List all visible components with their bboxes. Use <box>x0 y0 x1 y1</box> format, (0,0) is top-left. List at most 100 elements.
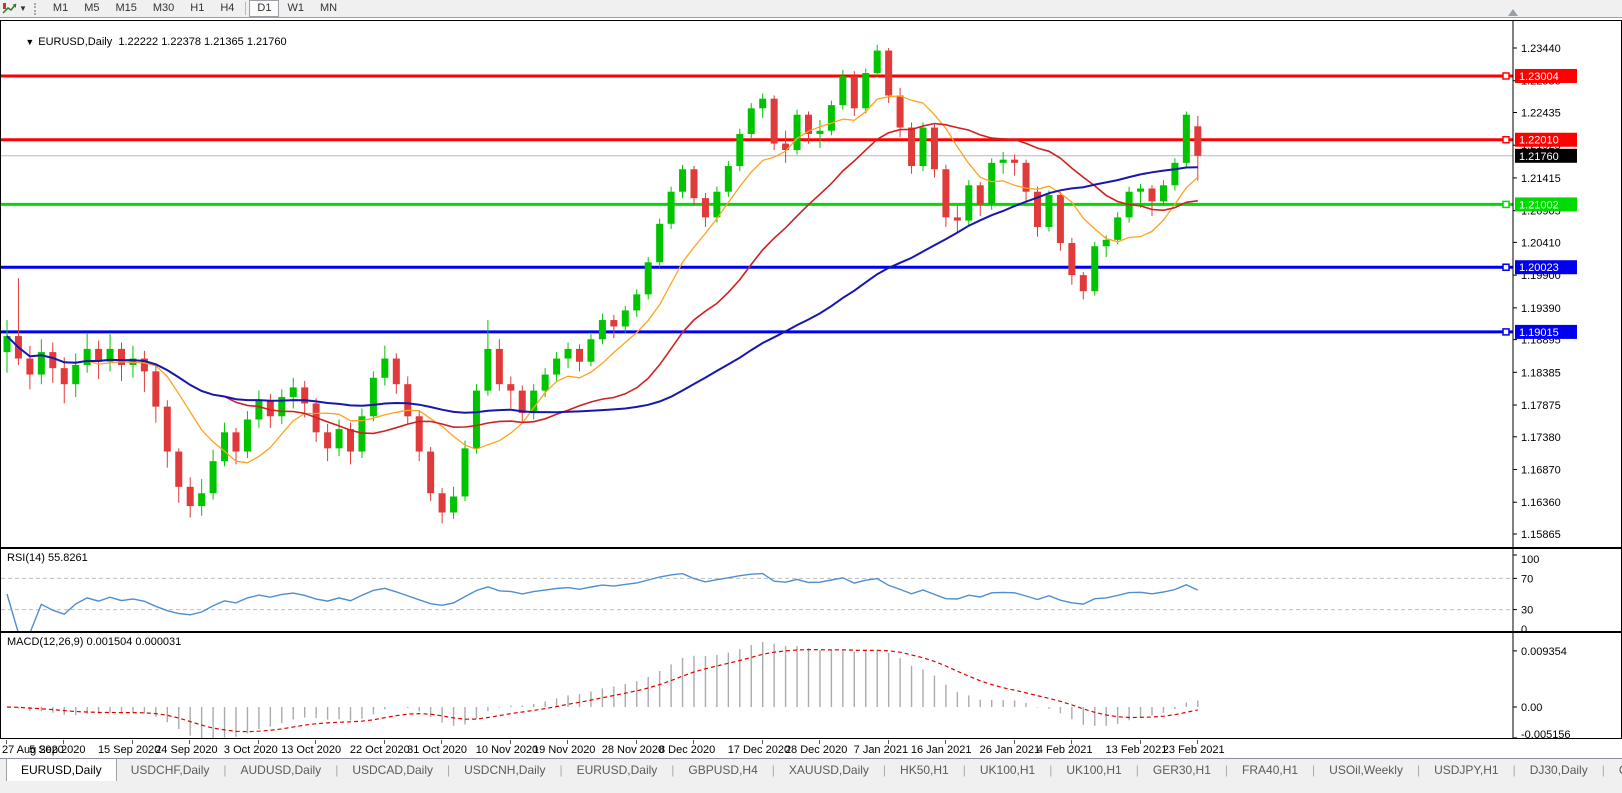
rsi-indicator-panel[interactable]: RSI(14) 55.8261 100 70 30 0 <box>1 547 1621 631</box>
tab-eurusd-daily[interactable]: EURUSD,Daily <box>576 763 658 777</box>
date-label: 16 Jan 2021 <box>910 744 972 756</box>
axis-label: 70 <box>1521 573 1533 585</box>
candle <box>1171 162 1179 186</box>
axis-label: 1.20410 <box>1521 237 1561 249</box>
timeframe-button-d1[interactable]: D1 <box>249 0 280 17</box>
scroll-to-end-icon[interactable] <box>1508 9 1518 16</box>
timeframe-button-m15[interactable]: M15 <box>115 2 137 14</box>
axis-label: 0.00 <box>1521 702 1542 714</box>
timeframe-button-h1[interactable]: H1 <box>190 2 205 14</box>
svg-text:1.23004: 1.23004 <box>1519 71 1559 83</box>
tab-separator: | <box>1135 763 1139 777</box>
hline-endpoint-handle[interactable] <box>1502 200 1510 209</box>
hline-endpoint-handle[interactable] <box>1502 135 1510 144</box>
tab-separator: | <box>1312 763 1316 777</box>
panel-canvas[interactable]: 1.234401.229301.224351.219251.214151.209… <box>1 21 1621 547</box>
candle <box>850 76 858 109</box>
chart-shift-icon[interactable] <box>2 2 18 15</box>
price-badge: 1.19015 <box>1515 324 1577 339</box>
candle <box>530 390 538 414</box>
tab-separator: | <box>559 763 563 777</box>
hline-endpoint-handle[interactable] <box>1502 263 1510 271</box>
candle <box>667 191 675 224</box>
candle <box>518 390 526 414</box>
candle <box>232 432 240 452</box>
tab-xauusd-daily[interactable]: XAUUSD,Daily <box>788 763 869 777</box>
tab-usoil-weekly[interactable]: USOil,Weekly <box>1329 763 1403 777</box>
candle <box>37 352 45 375</box>
candle <box>404 384 412 417</box>
hline-endpoint-handle[interactable] <box>1502 72 1510 80</box>
price-badge: 1.23004 <box>1515 68 1577 83</box>
tab-usdjpy-h1[interactable]: USDJPY,H1 <box>1434 763 1499 777</box>
tab-usdcnh-daily[interactable]: USDCNH,Daily <box>464 763 546 777</box>
panel-canvas[interactable]: 100 70 30 0 <box>1 549 1621 631</box>
chart-ohlc-header: ▼ EURUSD,Daily 1.22222 1.22378 1.21365 1.… <box>7 24 286 60</box>
timeframe-button-m1[interactable]: M1 <box>52 2 69 14</box>
date-label: 22 Oct 2020 <box>349 744 410 756</box>
axis-label: 1.16870 <box>1521 465 1561 477</box>
price-badge: 1.21002 <box>1515 197 1577 212</box>
tab-china300-h1[interactable]: CHINA300,H1 <box>1605 759 1622 781</box>
timeframe-button-m30[interactable]: M30 <box>152 2 175 14</box>
tab-usdcad-daily[interactable]: USDCAD,Daily <box>352 763 433 777</box>
date-label: 27 Aug 2020 <box>2 744 64 756</box>
date-tick <box>944 740 946 744</box>
tab-hk50-h1[interactable]: HK50,H1 <box>900 763 949 777</box>
date-tick <box>63 740 65 744</box>
panel-canvas[interactable]: 0.009354 0.00 -0.005156 <box>1 633 1621 738</box>
tab-separator: | <box>671 763 675 777</box>
candle <box>873 50 881 74</box>
svg-text:1.21760: 1.21760 <box>1519 151 1559 163</box>
moving-average-mid <box>6 122 1198 435</box>
tab-uk100-h1[interactable]: UK100,H1 <box>979 763 1036 777</box>
candle <box>1194 126 1202 156</box>
price-chart-panel[interactable]: ▼ EURUSD,Daily 1.22222 1.22378 1.21365 1.… <box>1 21 1621 547</box>
hline-endpoint-handle[interactable] <box>1502 328 1510 336</box>
candle <box>278 397 286 417</box>
candle <box>83 348 91 365</box>
date-tick <box>761 740 763 744</box>
date-tick <box>383 740 385 744</box>
svg-text:1.22010: 1.22010 <box>1519 135 1559 147</box>
timeframe-buttons: M1 M5 M15 M30 H1 H4 D1 W1 MN <box>45 0 345 17</box>
tab-usdchf-daily[interactable]: USDCHF,Daily <box>130 763 210 777</box>
axis-label: 1.16360 <box>1521 497 1561 509</box>
symbol-dropdown-icon[interactable]: ▼ <box>25 37 35 47</box>
candle <box>484 348 492 391</box>
tab-ger30-h1[interactable]: GER30,H1 <box>1152 763 1211 777</box>
candle <box>896 95 904 128</box>
candle <box>724 166 732 192</box>
timeframe-button-h4[interactable]: H4 <box>220 2 235 14</box>
ohlc-low: 1.21365 <box>204 36 244 48</box>
tab-eurusd-daily[interactable]: EURUSD,Daily <box>6 759 117 781</box>
candle <box>1022 162 1030 192</box>
timeframe-button-w1[interactable]: W1 <box>287 2 304 14</box>
date-tick <box>635 740 637 744</box>
top-toolbar: ▼ M1 M5 M15 M30 H1 H4 D1 W1 MN <box>0 0 1622 18</box>
candle <box>644 262 652 295</box>
candle <box>701 198 709 218</box>
tab-audusd-daily[interactable]: AUDUSD,Daily <box>240 763 322 777</box>
date-label: 5 Sep 2020 <box>29 744 86 756</box>
date-tick <box>315 740 317 744</box>
candle <box>919 127 927 167</box>
timeframe-button-m5[interactable]: M5 <box>84 2 100 14</box>
chart-window: ▼ EURUSD,Daily 1.22222 1.22378 1.21365 1.… <box>0 20 1622 739</box>
ohlc-open: 1.22222 <box>118 36 159 48</box>
chart-tool-dropdown-icon[interactable]: ▼ <box>19 4 27 13</box>
date-axis[interactable]: 27 Aug 2020 5 Sep 2020 15 Sep 2020 24 Sep 2… <box>0 740 1622 758</box>
candle <box>175 451 183 487</box>
axis-label: 1.21415 <box>1521 173 1561 185</box>
candle <box>495 348 503 385</box>
date-label: 13 Feb 2021 <box>1105 744 1168 756</box>
toolbar-grip[interactable] <box>33 2 41 15</box>
macd-indicator-panel[interactable]: MACD(12,26,9) 0.001504 0.000031 0.009354… <box>1 631 1621 738</box>
axis-label: 0 <box>1521 624 1527 631</box>
tab-dj30-daily[interactable]: DJ30,Daily <box>1529 763 1588 777</box>
tab-uk100-h1[interactable]: UK100,H1 <box>1066 763 1122 777</box>
timeframe-button-mn[interactable]: MN <box>319 2 338 14</box>
date-label: 28 Dec 2020 <box>784 744 848 756</box>
tab-fra40-h1[interactable]: FRA40,H1 <box>1242 763 1299 777</box>
tab-gbpusd-h4[interactable]: GBPUSD,H4 <box>688 763 758 777</box>
